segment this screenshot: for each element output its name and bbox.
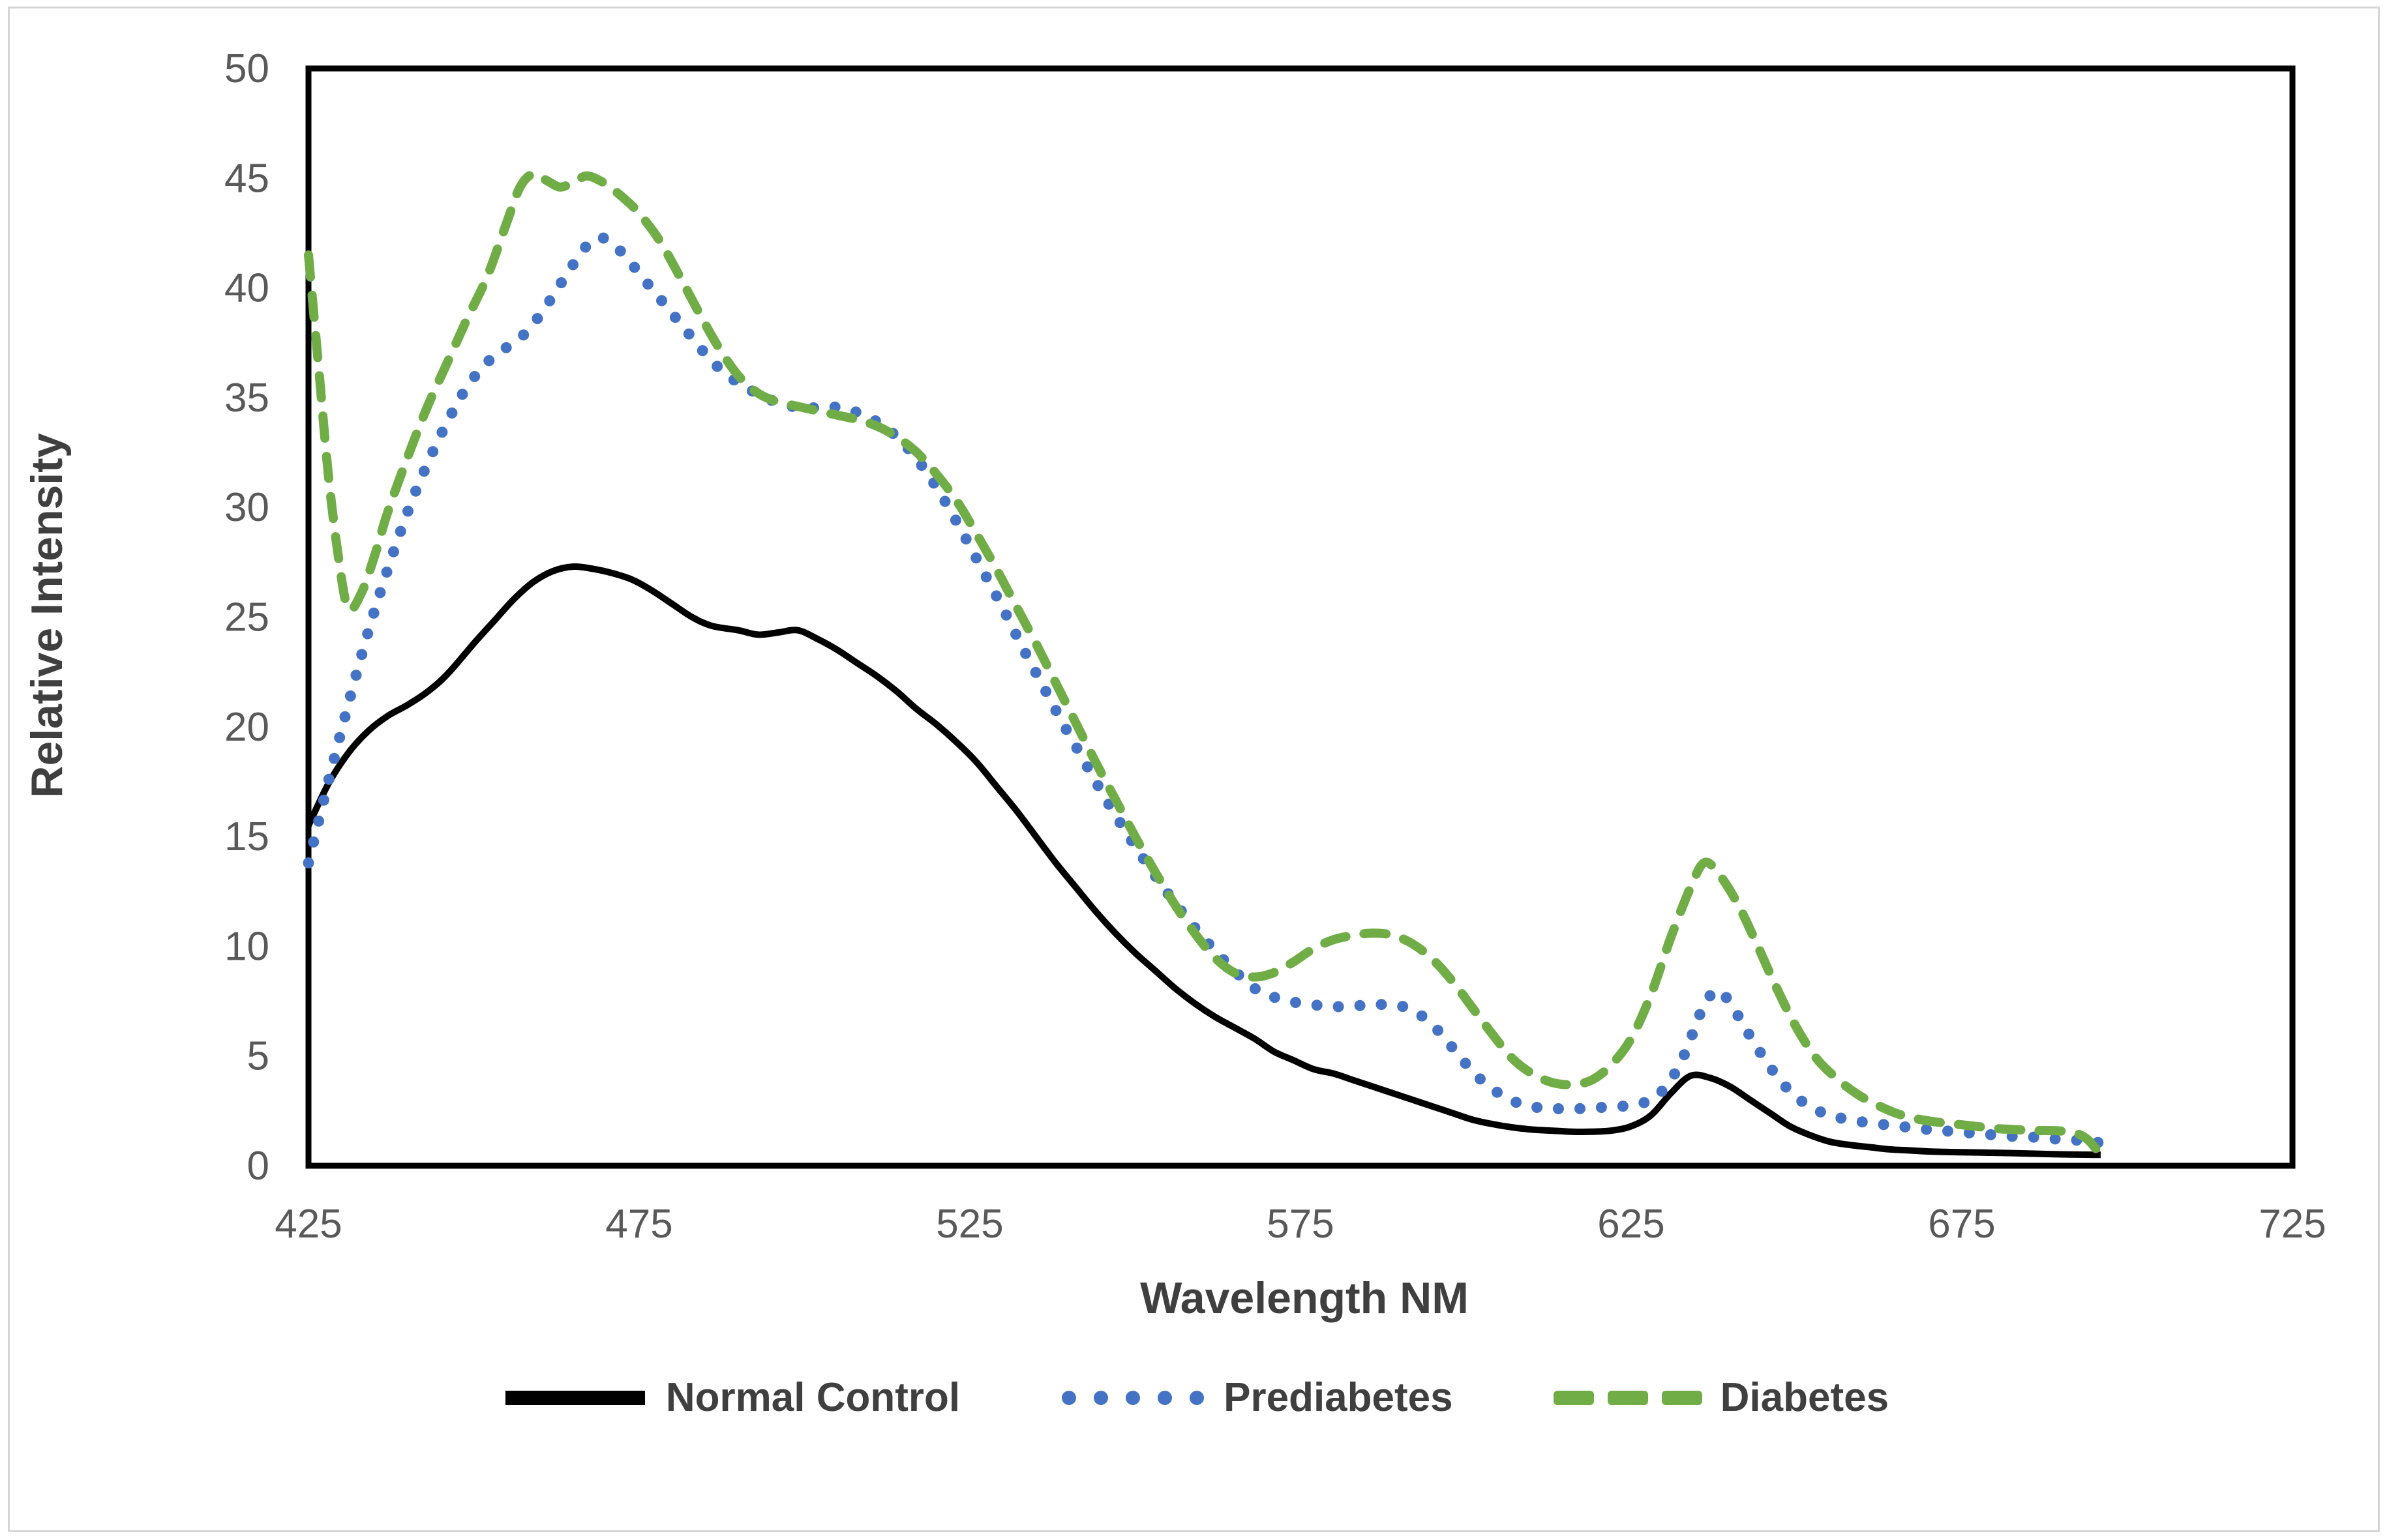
x-tick-label: 625 — [1597, 1202, 1664, 1247]
x-tick-label: 425 — [275, 1202, 342, 1247]
series-line-0 — [305, 563, 2101, 1159]
legend-item-normal-control: Normal Control — [500, 1374, 960, 1421]
x-tick-label: 525 — [936, 1202, 1003, 1247]
y-tick-label: 30 — [224, 485, 269, 530]
x-axis-title: Wavelength NM — [1140, 1273, 1469, 1323]
legend-item-prediabetes: Prediabetes — [1058, 1374, 1453, 1421]
y-tick-label: 25 — [224, 595, 269, 640]
y-tick-label: 50 — [224, 46, 269, 91]
y-tick-label: 45 — [224, 156, 269, 201]
solid-line-swatch-icon — [505, 1390, 645, 1405]
dotted-line-swatch-icon — [1062, 1390, 1205, 1405]
x-tick-label: 575 — [1267, 1202, 1334, 1247]
legend: Normal Control Prediabetes Diabetes — [0, 1374, 2389, 1421]
y-axis-title: Relative Intensity — [22, 433, 72, 798]
y-tick-label: 40 — [224, 266, 269, 311]
x-tick-label: 475 — [605, 1202, 672, 1247]
x-tick-label: 725 — [2259, 1202, 2326, 1247]
x-tick-label: 675 — [1928, 1202, 1995, 1247]
plot-border — [305, 65, 2296, 1169]
dashed-line-swatch-icon — [1553, 1390, 1702, 1405]
legend-label: Normal Control — [665, 1375, 961, 1420]
y-tick-label: 20 — [224, 705, 269, 750]
y-tick-label: 15 — [224, 814, 269, 859]
y-tick-label: 35 — [224, 376, 269, 421]
y-tick-label: 5 — [247, 1034, 269, 1079]
legend-item-diabetes: Diabetes — [1551, 1374, 1889, 1421]
series-line-2 — [304, 169, 2105, 1160]
y-tick-label: 0 — [247, 1144, 269, 1189]
legend-label: Diabetes — [1720, 1375, 1889, 1420]
legend-label: Prediabetes — [1224, 1375, 1453, 1420]
y-tick-label: 10 — [224, 924, 269, 969]
